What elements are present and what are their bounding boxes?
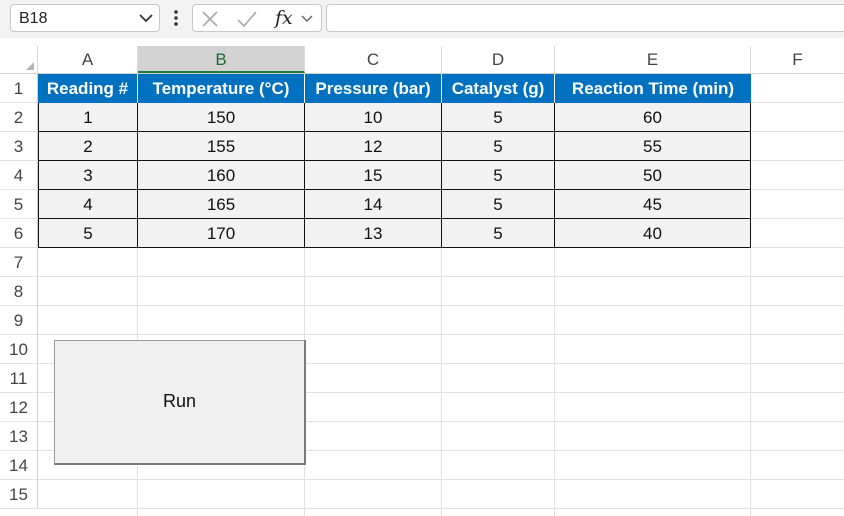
table-header-cell[interactable]: Pressure (bar) — [305, 74, 442, 103]
table-header-cell[interactable]: Reading # — [38, 74, 138, 103]
column-header-divider — [0, 73, 844, 74]
table-header-cell[interactable]: Temperature (°C) — [138, 74, 305, 103]
table-cell[interactable]: 160 — [138, 161, 305, 190]
row-header[interactable]: 8 — [0, 277, 38, 306]
name-box-value: B18 — [19, 10, 48, 27]
formula-input[interactable] — [326, 4, 844, 32]
table-cell[interactable]: 40 — [555, 219, 751, 248]
row-header[interactable]: 11 — [0, 364, 38, 393]
formula-controls: fx — [192, 4, 322, 32]
gridline — [38, 479, 844, 480]
table-cell[interactable]: 13 — [305, 219, 442, 248]
more-options-icon[interactable] — [172, 9, 180, 27]
table-cell[interactable]: 5 — [442, 161, 555, 190]
table-cell[interactable]: 10 — [305, 103, 442, 132]
table-cell[interactable]: 55 — [555, 132, 751, 161]
table-header-cell[interactable]: Catalyst (g) — [442, 74, 555, 103]
table-cell[interactable]: 150 — [138, 103, 305, 132]
table-cell[interactable]: 14 — [305, 190, 442, 219]
table-cell[interactable]: 12 — [305, 132, 442, 161]
gridline — [750, 74, 751, 516]
column-header-f[interactable]: F — [792, 50, 803, 69]
table-cell[interactable]: 1 — [38, 103, 138, 132]
gridline — [441, 74, 442, 516]
column-header-e[interactable]: E — [555, 46, 751, 73]
row-header[interactable]: 6 — [0, 219, 38, 248]
gridline — [38, 450, 844, 451]
gridline — [304, 74, 305, 516]
formula-bar: B18 fx — [0, 0, 844, 38]
chevron-down-icon[interactable] — [301, 14, 313, 23]
table-cell[interactable]: 5 — [442, 103, 555, 132]
table-cell[interactable]: 155 — [138, 132, 305, 161]
row-header[interactable]: 3 — [0, 132, 38, 161]
column-header-bar: A B C D E F — [0, 46, 844, 73]
column-header-c[interactable]: C — [305, 46, 442, 73]
row-header[interactable]: 15 — [0, 480, 38, 509]
table-cell[interactable]: 2 — [38, 132, 138, 161]
gridline — [137, 74, 138, 516]
table-cell[interactable]: 5 — [442, 132, 555, 161]
table-cell[interactable]: 15 — [305, 161, 442, 190]
table-cell[interactable]: 45 — [555, 190, 751, 219]
cancel-icon[interactable] — [201, 10, 219, 28]
gridline — [554, 74, 555, 516]
table-cell[interactable]: 165 — [138, 190, 305, 219]
gridline — [38, 305, 844, 306]
gridline — [38, 392, 844, 393]
chevron-down-icon[interactable] — [139, 13, 153, 23]
row-header[interactable]: 12 — [0, 393, 38, 422]
run-button-label: Run — [162, 391, 197, 411]
row-header[interactable]: 5 — [0, 190, 38, 219]
row-header[interactable]: 4 — [0, 161, 38, 190]
table-cell[interactable]: 5 — [442, 219, 555, 248]
table-cell[interactable]: 170 — [138, 219, 305, 248]
gridline — [38, 363, 844, 364]
gridline — [38, 421, 844, 422]
insert-function-icon[interactable]: fx — [275, 7, 293, 29]
run-button[interactable]: Run — [54, 340, 306, 465]
data-table: Reading # Temperature (°C) Pressure (bar… — [38, 74, 751, 248]
row-header[interactable]: 1 — [0, 74, 38, 103]
row-header[interactable]: 9 — [0, 306, 38, 335]
select-all-corner[interactable] — [0, 46, 38, 73]
table-cell[interactable]: 60 — [555, 103, 751, 132]
column-header-d[interactable]: D — [442, 46, 555, 73]
row-header[interactable]: 13 — [0, 422, 38, 451]
gridline — [38, 508, 844, 509]
table-cell[interactable]: 4 — [38, 190, 138, 219]
gridline — [38, 334, 844, 335]
name-box[interactable]: B18 — [10, 4, 160, 32]
select-all-icon — [26, 62, 34, 70]
column-header-b[interactable]: B — [138, 46, 305, 73]
table-cell[interactable]: 5 — [38, 219, 138, 248]
row-header[interactable]: 7 — [0, 248, 38, 277]
enter-check-icon[interactable] — [237, 10, 257, 28]
table-cell[interactable]: 3 — [38, 161, 138, 190]
row-header[interactable]: 10 — [0, 335, 38, 364]
table-cell[interactable]: 50 — [555, 161, 751, 190]
column-header-a[interactable]: A — [38, 46, 138, 73]
table-header-cell[interactable]: Reaction Time (min) — [555, 74, 751, 103]
gridline — [38, 276, 844, 277]
row-header[interactable]: 14 — [0, 451, 38, 480]
row-header[interactable]: 2 — [0, 103, 38, 132]
table-cell[interactable]: 5 — [442, 190, 555, 219]
